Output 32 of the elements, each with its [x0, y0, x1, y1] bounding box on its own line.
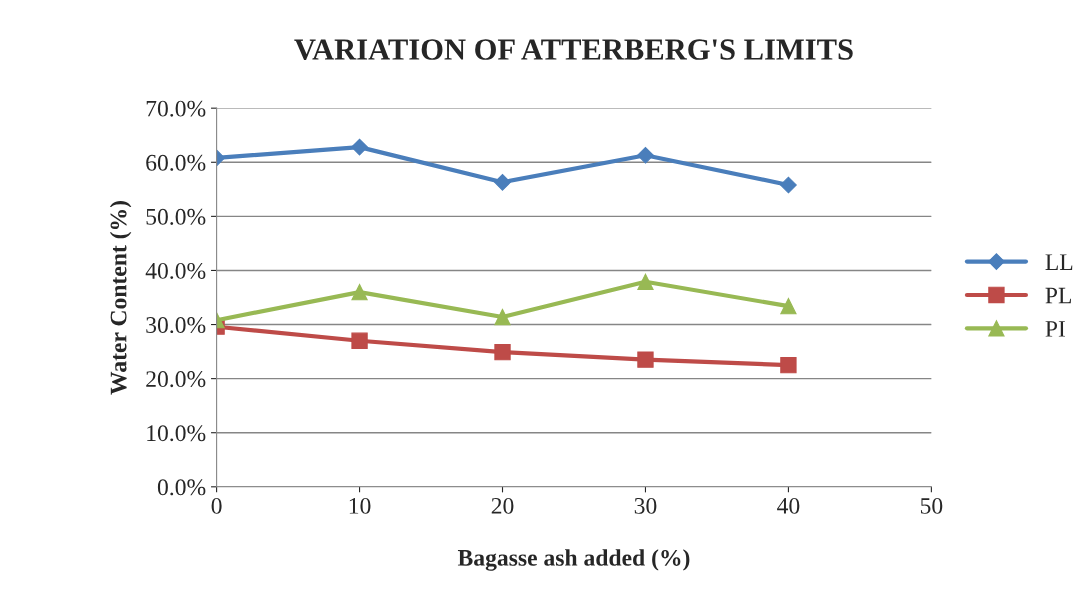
- point: [494, 308, 511, 326]
- y-tick-label: 50.0%: [146, 208, 206, 225]
- y-tick-label: 70.0%: [146, 100, 206, 117]
- point: [637, 146, 654, 164]
- point: [351, 138, 368, 156]
- y-tick-label: 0.0%: [157, 479, 206, 496]
- point: [780, 176, 797, 194]
- y-tick-label: 10.0%: [147, 425, 206, 442]
- y-tick-label: 30.0%: [146, 317, 206, 334]
- point: [494, 173, 511, 191]
- point: [351, 283, 368, 301]
- x-tick-label: 10: [349, 497, 371, 514]
- point: [637, 351, 654, 368]
- legend-label: PL: [1045, 287, 1071, 304]
- point: [780, 297, 797, 315]
- y-axis-title: Water Content (%): [109, 201, 132, 395]
- x-tick-label: 20: [491, 497, 514, 514]
- y-tick-label: 40.0%: [145, 262, 206, 279]
- point: [351, 332, 368, 349]
- x-tick-label: 0: [211, 497, 222, 514]
- x-tick-label: 50: [920, 497, 943, 514]
- legend-label: PI: [1045, 321, 1066, 337]
- point: [494, 343, 511, 361]
- x-axis-title: Bagasse ash added (%): [457, 549, 690, 571]
- x-tick-label: 30: [634, 497, 657, 514]
- y-tick-label: 60.0%: [146, 154, 206, 171]
- legend-label: LL: [1045, 254, 1073, 270]
- x-tick-label: 40: [777, 497, 800, 514]
- chart-title: VARIATION OF ATTERBERG'S LIMITS: [294, 39, 853, 61]
- point: [637, 273, 654, 290]
- point: [780, 356, 797, 374]
- y-tick-label: 20.0%: [146, 371, 206, 388]
